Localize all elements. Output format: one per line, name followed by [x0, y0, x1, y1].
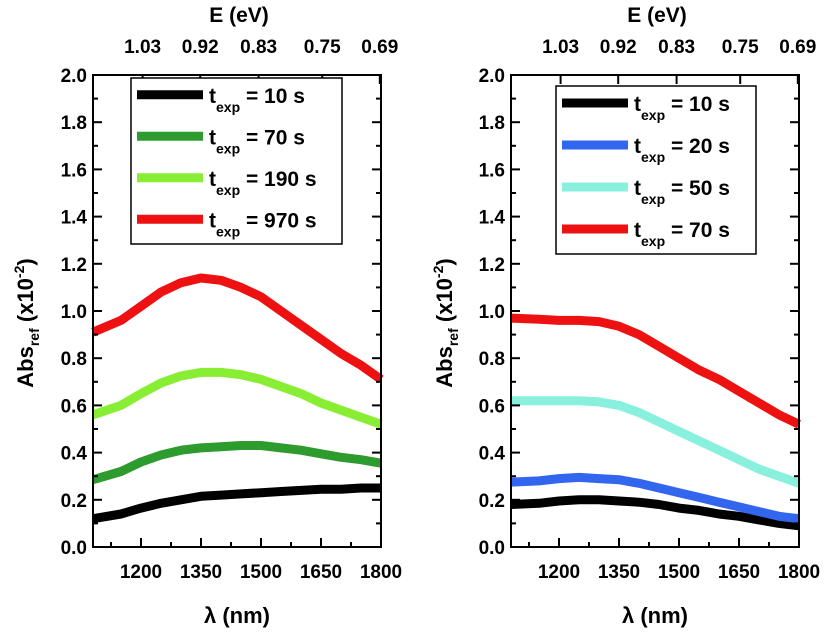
x-tick-label-right-1: 1350: [598, 562, 640, 583]
y-tick-label-right-4: 0.8: [479, 349, 505, 370]
series-line-left-3: [91, 273, 384, 384]
y-tick-label-left-6: 1.2: [61, 255, 87, 276]
legend-label-right-1: texp = 20 s: [634, 135, 730, 165]
series-line-right-1: [510, 472, 800, 524]
y-tick-label-right-9: 1.8: [479, 113, 505, 134]
series-line-left-2: [91, 367, 383, 429]
y-tick-label-left-0: 0.0: [61, 538, 87, 559]
legend-left: texp = 10 s texp = 70 s texp = 190 s texp =…: [130, 77, 343, 245]
x-tick-label-left-1: 1350: [180, 562, 222, 583]
x-tick-label-left-0: 1200: [120, 562, 162, 583]
y-tick-label-right-8: 1.6: [479, 160, 505, 181]
x-tick-label-right-4: 1800: [778, 562, 820, 583]
top-tick-label-right-1: 0.92: [600, 37, 637, 58]
chart-panel-left: 0.0 0.2 0.4 0.6 0.8 1.0 1.2 1.4 1.6 1.8 2.0 1200 135…: [11, 4, 402, 628]
series-line-right-3: [510, 313, 801, 429]
y-tick-label-right-7: 1.4: [479, 208, 506, 229]
y-tick-label-left-7: 1.4: [61, 208, 88, 229]
y-tick-label-right-0: 0.0: [479, 538, 505, 559]
y-tick-label-right-1: 0.2: [479, 491, 505, 512]
top-tick-label-left-3: 0.75: [304, 37, 341, 58]
x-tick-label-right-2: 1500: [658, 562, 700, 583]
legend-label-left-2: texp = 190 s: [209, 168, 317, 198]
series-line-left-0: [92, 483, 381, 524]
x-tick-label-left-3: 1650: [300, 562, 342, 583]
y-tick-label-left-5: 1.0: [61, 302, 87, 323]
top-axis-title-right: E (eV): [627, 4, 687, 27]
series-line-left-1: [91, 441, 382, 485]
x-axis-label-right: λ (nm): [622, 603, 688, 628]
legend-right: texp = 10 s texp = 20 s texp = 50 s texp = …: [555, 85, 757, 255]
series-line-right-2: [511, 396, 801, 488]
series-line-right-0: [510, 495, 800, 531]
x-tick-label-left-2: 1500: [240, 562, 282, 583]
y-tick-label-left-10: 2.0: [61, 66, 87, 87]
top-tick-label-left-2: 0.83: [240, 37, 277, 58]
y-tick-label-right-6: 1.2: [479, 255, 505, 276]
y-tick-label-left-3: 0.6: [61, 396, 87, 417]
top-tick-label-right-3: 0.75: [722, 37, 759, 58]
y-tick-label-right-5: 1.0: [479, 302, 505, 323]
y-tick-label-right-10: 2.0: [479, 66, 505, 87]
legend-label-left-1: texp = 70 s: [209, 126, 305, 156]
x-tick-label-right-3: 1650: [718, 562, 760, 583]
legend-label-right-3: texp = 70 s: [634, 219, 730, 249]
top-tick-label-left-1: 0.92: [182, 37, 219, 58]
top-axis-title-left: E (eV): [209, 4, 269, 27]
y-tick-label-left-2: 0.4: [61, 444, 88, 465]
x-axis-label-left: λ (nm): [204, 603, 270, 628]
top-tick-label-left-0: 1.03: [124, 37, 161, 58]
legend-label-right-0: texp = 10 s: [634, 93, 730, 123]
y-tick-label-right-2: 0.4: [479, 444, 506, 465]
y-axis-label-left: Absref (x10-2): [11, 258, 42, 387]
y-tick-label-left-4: 0.8: [61, 349, 87, 370]
x-tick-label-right-0: 1200: [538, 562, 580, 583]
y-axis-label-right: Absref (x10-2): [430, 258, 461, 387]
y-tick-label-left-8: 1.6: [61, 160, 87, 181]
legend-label-left-3: texp = 970 s: [209, 209, 317, 239]
y-tick-label-left-1: 0.2: [61, 491, 87, 512]
y-tick-label-right-3: 0.6: [479, 396, 505, 417]
legend-label-right-2: texp = 50 s: [634, 177, 730, 207]
top-tick-label-right-4: 0.69: [779, 37, 816, 58]
y-tick-label-left-9: 1.8: [61, 113, 87, 134]
legend-label-left-0: texp = 10 s: [209, 85, 305, 115]
top-tick-label-left-4: 0.69: [361, 37, 398, 58]
x-tick-label-left-4: 1800: [360, 562, 402, 583]
top-tick-label-right-2: 0.83: [658, 37, 695, 58]
top-tick-label-right-0: 1.03: [542, 37, 579, 58]
chart-panel-right: 0.0 0.2 0.4 0.6 0.8 1.0 1.2 1.4 1.6 1.8 2.0 1200 135…: [430, 4, 820, 628]
